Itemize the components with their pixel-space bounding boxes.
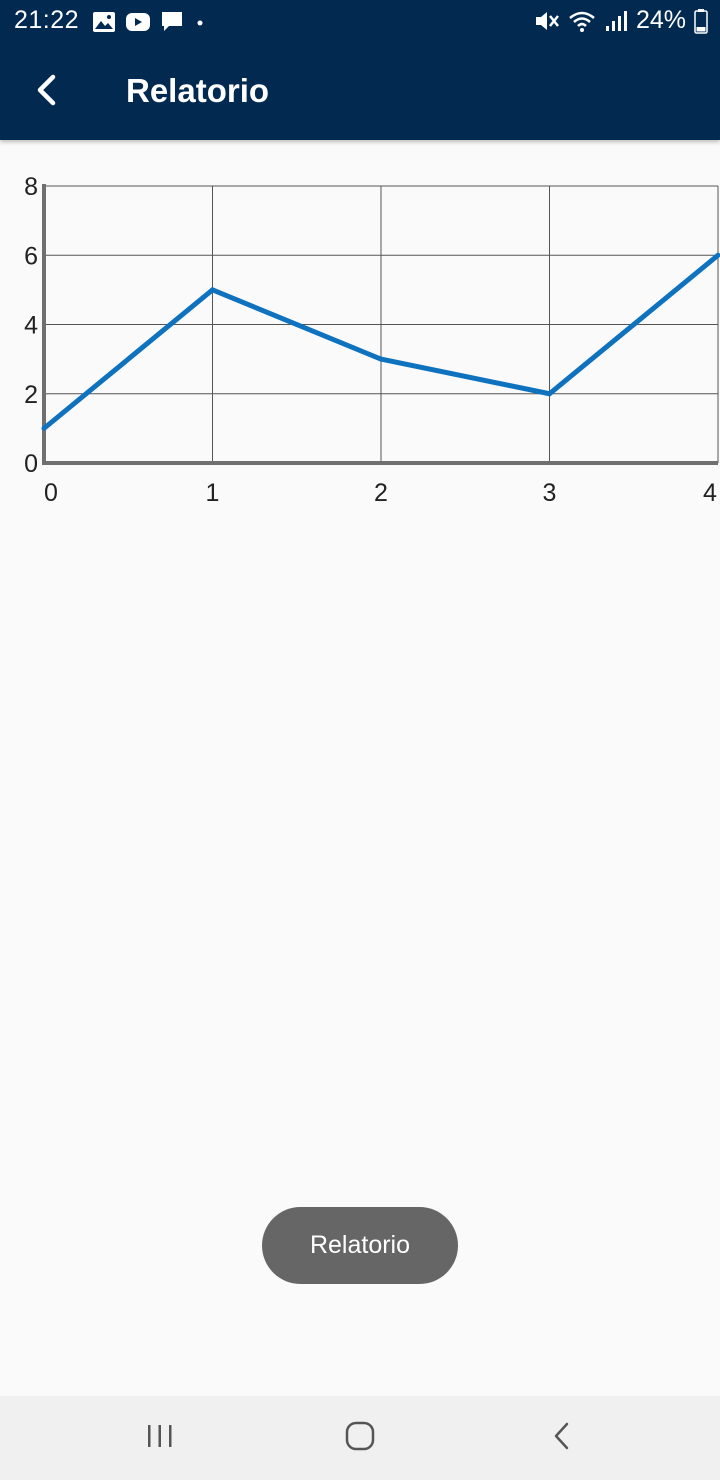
x-tick-label: 0 (44, 479, 58, 507)
data-point (378, 356, 384, 362)
page-title: Relatorio (126, 72, 270, 109)
x-tick-label: 3 (543, 479, 557, 507)
chart-svg: 0 2 4 6 8 0 1 2 3 4 (24, 173, 720, 507)
wifi-icon (568, 9, 596, 33)
navigation-bar (0, 1396, 720, 1480)
x-tick-label: 1 (206, 479, 220, 507)
toast-message: Relatorio (262, 1207, 458, 1284)
status-bar: 21:22 (0, 0, 720, 44)
mute-icon (534, 9, 560, 33)
status-icons-right: 24% (534, 6, 708, 35)
status-time: 21:22 (14, 6, 80, 34)
battery-icon (694, 8, 708, 34)
y-tick-label: 4 (24, 312, 38, 340)
dot-icon (193, 12, 207, 32)
recent-apps-icon (145, 1423, 175, 1454)
x-tick-label: 2 (374, 479, 388, 507)
line-chart: 0 2 4 6 8 0 1 2 3 4 (0, 170, 720, 510)
recent-apps-button[interactable] (130, 1414, 190, 1462)
status-icons-left (92, 10, 207, 34)
y-tick-label: 8 (24, 173, 38, 201)
back-button[interactable] (22, 66, 74, 118)
home-button[interactable] (330, 1414, 390, 1462)
y-tick-label: 6 (24, 242, 38, 270)
signal-icon (604, 9, 628, 33)
chevron-left-icon (33, 73, 63, 112)
data-point (210, 287, 215, 293)
data-point (41, 425, 47, 431)
back-nav-button[interactable] (532, 1414, 592, 1462)
home-icon (344, 1420, 376, 1457)
gallery-icon (92, 11, 116, 33)
app-bar: Relatorio (0, 44, 720, 140)
battery-text: 24% (635, 6, 686, 34)
chat-icon (160, 10, 184, 34)
youtube-icon (125, 12, 151, 32)
data-point (547, 391, 552, 397)
x-tick-label: 4 (703, 479, 717, 507)
y-tick-label: 0 (24, 450, 38, 478)
y-tick-label: 2 (24, 381, 38, 409)
data-point (715, 252, 720, 258)
back-icon (550, 1420, 574, 1457)
